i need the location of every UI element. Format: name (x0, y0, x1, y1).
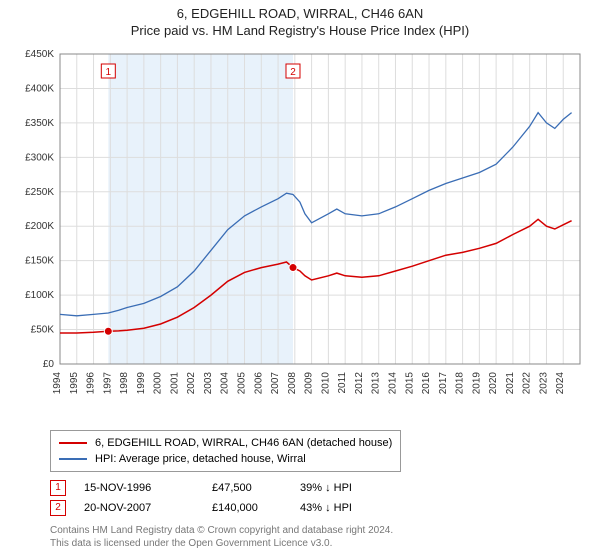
svg-text:£100K: £100K (25, 290, 54, 301)
svg-text:2000: 2000 (153, 371, 164, 394)
chart-title-line2: Price paid vs. HM Land Registry's House … (10, 23, 590, 40)
svg-text:2019: 2019 (471, 371, 482, 394)
svg-text:2018: 2018 (455, 371, 466, 394)
legend-row: 6, EDGEHILL ROAD, WIRRAL, CH46 6AN (deta… (59, 435, 392, 451)
svg-text:1998: 1998 (119, 371, 130, 394)
svg-text:1999: 1999 (136, 371, 147, 394)
svg-text:£400K: £400K (25, 83, 54, 94)
sale-marker-number-1: 1 (106, 67, 112, 78)
svg-text:2011: 2011 (337, 371, 348, 393)
svg-text:1995: 1995 (69, 371, 80, 394)
svg-text:£0: £0 (43, 359, 55, 370)
svg-text:2016: 2016 (421, 371, 432, 394)
svg-text:2006: 2006 (253, 371, 264, 394)
sale-marker-ref: 2 (50, 500, 66, 516)
sale-price: £140,000 (212, 502, 282, 514)
legend: 6, EDGEHILL ROAD, WIRRAL, CH46 6AN (deta… (50, 430, 401, 472)
sale-row: 2 20-NOV-2007 £140,000 43% ↓ HPI (50, 498, 590, 518)
svg-text:2022: 2022 (522, 371, 533, 394)
svg-text:2005: 2005 (237, 371, 248, 394)
legend-row: HPI: Average price, detached house, Wirr… (59, 451, 392, 467)
sale-date: 20-NOV-2007 (84, 502, 194, 514)
svg-text:2003: 2003 (203, 371, 214, 394)
svg-text:2004: 2004 (220, 371, 231, 394)
svg-text:£50K: £50K (31, 324, 55, 335)
sales-table: 1 15-NOV-1996 £47,500 39% ↓ HPI 2 20-NOV-2007… (50, 478, 590, 518)
svg-text:2001: 2001 (169, 371, 180, 394)
svg-text:1997: 1997 (102, 371, 113, 394)
svg-text:2012: 2012 (354, 371, 365, 394)
chart-title-line1: 6, EDGEHILL ROAD, WIRRAL, CH46 6AN (10, 6, 590, 23)
sale-marker-dot-2 (289, 263, 297, 271)
svg-text:2015: 2015 (404, 371, 415, 394)
svg-text:2010: 2010 (320, 371, 331, 394)
legend-label: 6, EDGEHILL ROAD, WIRRAL, CH46 6AN (deta… (95, 437, 392, 449)
svg-text:2002: 2002 (186, 371, 197, 394)
svg-text:2023: 2023 (538, 371, 549, 394)
svg-text:2024: 2024 (555, 371, 566, 394)
svg-text:£450K: £450K (25, 49, 54, 60)
sale-hpi-diff: 39% ↓ HPI (300, 482, 380, 494)
sale-row: 1 15-NOV-1996 £47,500 39% ↓ HPI (50, 478, 590, 498)
svg-text:2020: 2020 (488, 371, 499, 394)
svg-text:2014: 2014 (387, 371, 398, 394)
legend-swatch (59, 458, 87, 460)
svg-text:2009: 2009 (304, 371, 315, 394)
footnote-line1: Contains HM Land Registry data © Crown c… (50, 524, 590, 537)
sale-marker-dot-1 (104, 327, 112, 335)
price-chart: £0 £50K £100K £150K £200K £250K £300K £350K £400… (10, 44, 590, 424)
svg-text:£350K: £350K (25, 118, 54, 129)
legend-swatch (59, 442, 87, 444)
svg-text:2013: 2013 (371, 371, 382, 394)
svg-text:1994: 1994 (52, 371, 63, 394)
svg-text:2007: 2007 (270, 371, 281, 394)
svg-text:2008: 2008 (287, 371, 298, 394)
sale-marker-number-2: 2 (290, 67, 296, 78)
svg-text:2021: 2021 (505, 371, 516, 394)
svg-text:1996: 1996 (86, 371, 97, 394)
svg-text:£250K: £250K (25, 187, 54, 198)
svg-text:£150K: £150K (25, 255, 54, 266)
legend-label: HPI: Average price, detached house, Wirr… (95, 453, 306, 465)
svg-text:2017: 2017 (438, 371, 449, 394)
svg-text:£300K: £300K (25, 152, 54, 163)
footnote: Contains HM Land Registry data © Crown c… (50, 524, 590, 550)
sale-marker-ref: 1 (50, 480, 66, 496)
svg-text:£200K: £200K (25, 221, 54, 232)
sale-price: £47,500 (212, 482, 282, 494)
footnote-line2: This data is licensed under the Open Gov… (50, 537, 590, 550)
sale-date: 15-NOV-1996 (84, 482, 194, 494)
sale-hpi-diff: 43% ↓ HPI (300, 502, 380, 514)
